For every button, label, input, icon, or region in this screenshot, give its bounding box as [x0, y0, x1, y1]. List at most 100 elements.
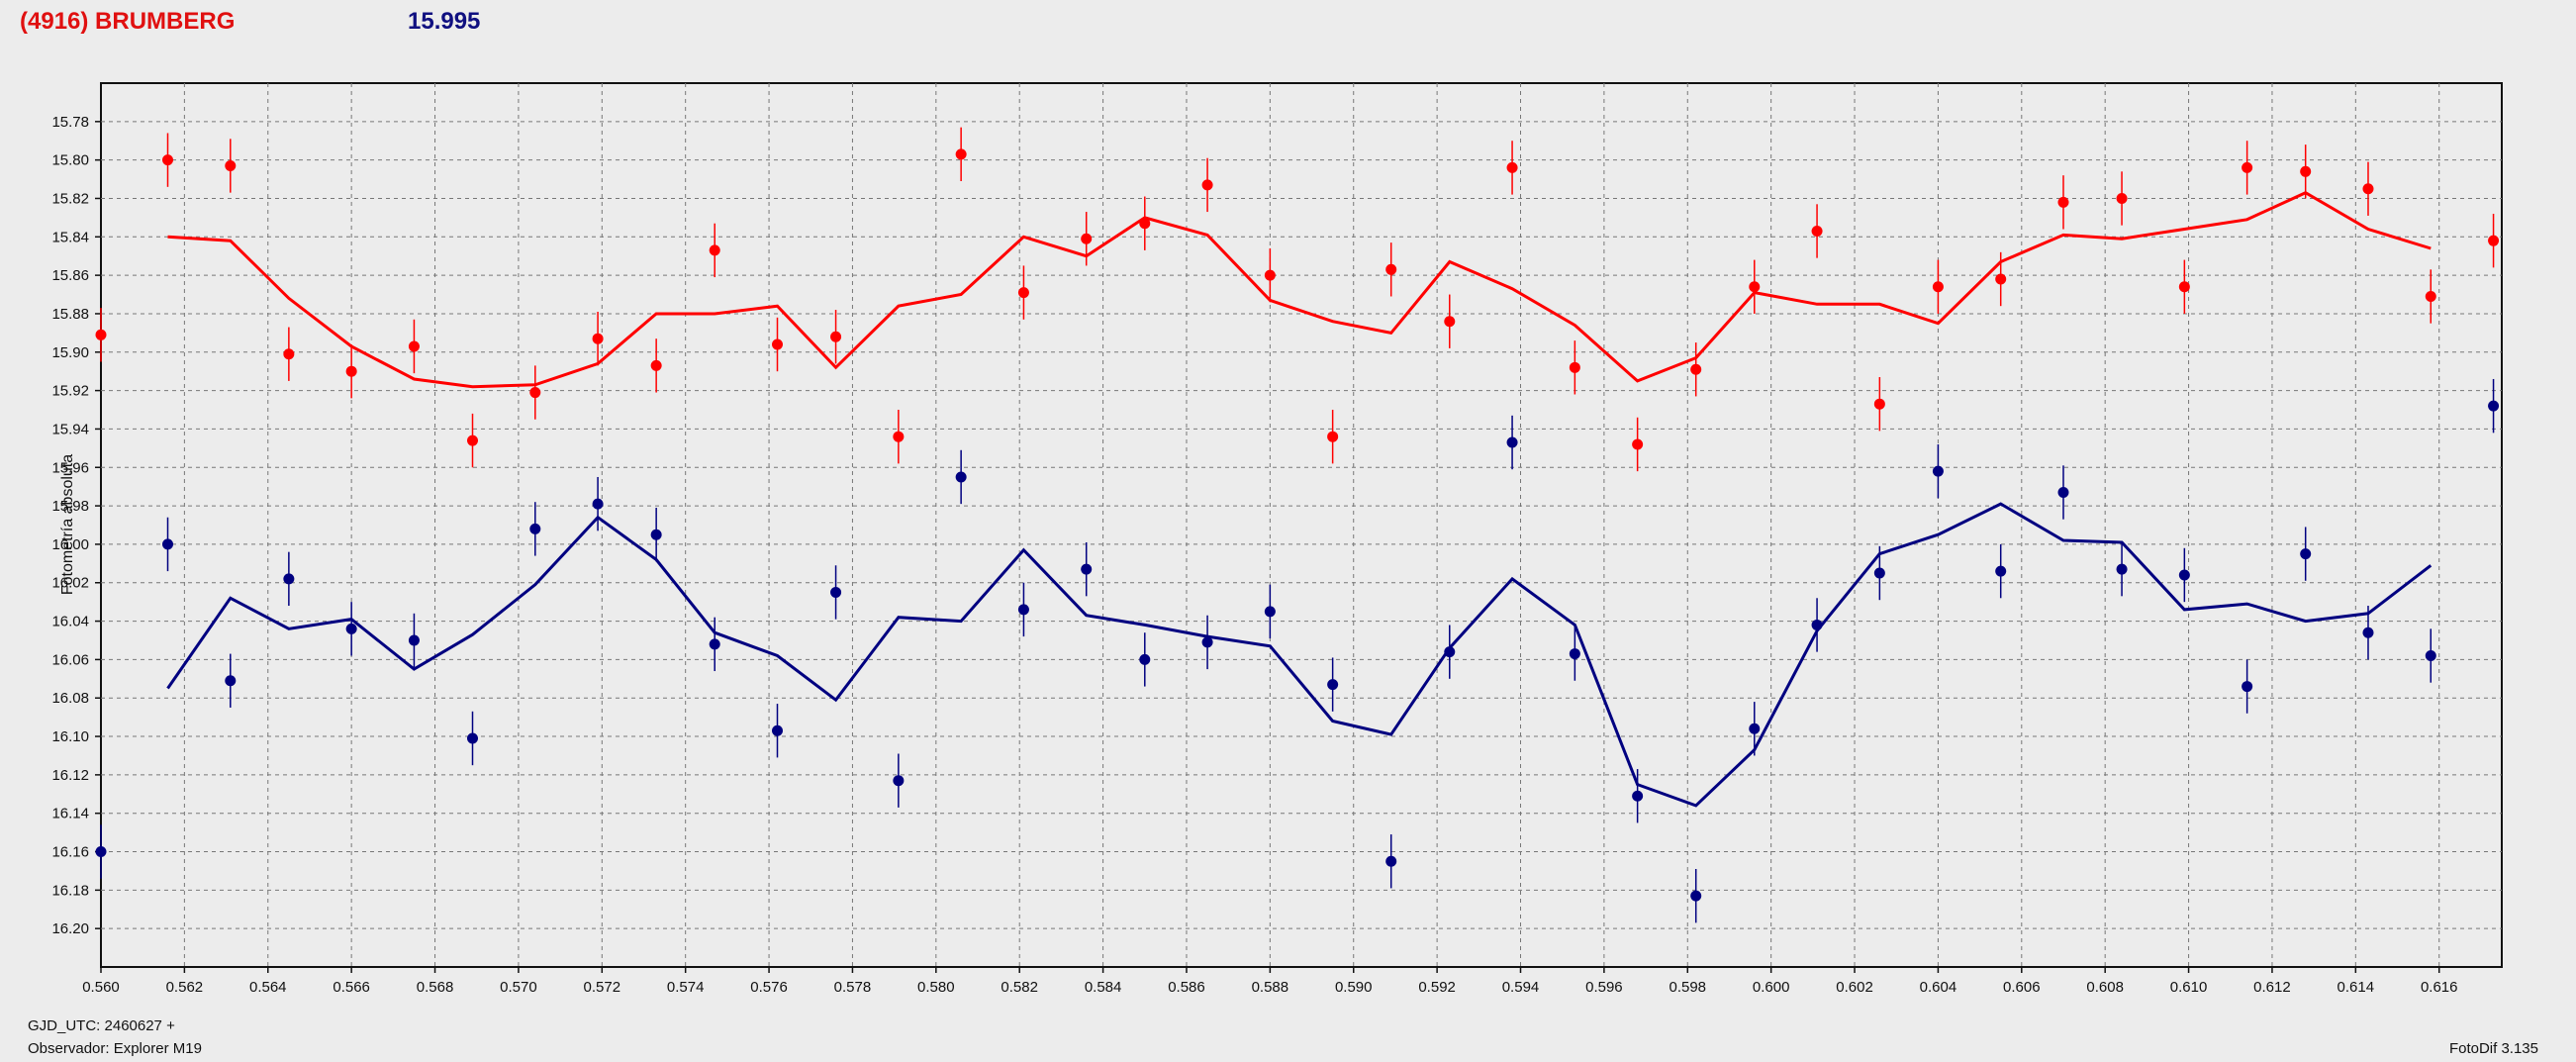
data-point — [955, 148, 967, 160]
data-point — [592, 498, 604, 510]
data-point — [1995, 273, 2007, 285]
data-point — [1569, 648, 1580, 660]
y-tick-label: 16.08 — [51, 690, 89, 707]
data-point — [467, 434, 479, 446]
fit-line — [166, 502, 2433, 808]
data-point — [1690, 890, 1702, 902]
data-point — [2242, 681, 2253, 693]
x-tick-label: 0.562 — [166, 979, 204, 996]
mean-magnitude: 15.995 — [408, 8, 481, 35]
data-point — [1444, 646, 1456, 658]
data-point — [1264, 606, 1276, 618]
data-point — [1932, 281, 1944, 293]
data-point — [1932, 465, 1944, 477]
y-tick-label: 16.18 — [51, 882, 89, 899]
x-tick-label: 0.602 — [1836, 979, 1873, 996]
data-point — [771, 724, 783, 736]
data-point — [1385, 263, 1397, 275]
data-point — [1139, 653, 1151, 665]
data-point — [1201, 179, 1213, 191]
data-point — [650, 359, 662, 371]
data-point — [225, 159, 237, 171]
data-point — [2116, 192, 2128, 204]
grid — [95, 83, 2502, 973]
data-point — [2362, 627, 2374, 638]
x-tick-label: 0.564 — [249, 979, 287, 996]
data-point — [1506, 161, 1518, 173]
x-tick-label: 0.600 — [1753, 979, 1790, 996]
x-tick-label: 0.578 — [834, 979, 872, 996]
data-point — [1873, 567, 1885, 579]
data-point — [2178, 281, 2190, 293]
data-point — [283, 573, 295, 585]
x-tick-label: 0.576 — [750, 979, 788, 996]
y-tick-label: 15.98 — [51, 498, 89, 515]
y-tick-label: 16.14 — [51, 806, 89, 822]
x-tick-label: 0.580 — [917, 979, 955, 996]
data-point — [1811, 619, 1823, 630]
data-point — [830, 586, 842, 598]
y-tick-label: 16.20 — [51, 920, 89, 937]
data-point — [2425, 290, 2436, 302]
data-point — [1017, 287, 1029, 299]
data-point — [1444, 316, 1456, 328]
data-point — [709, 638, 720, 650]
x-tick-label: 0.608 — [2086, 979, 2124, 996]
data-point — [529, 523, 541, 534]
x-tick-label: 0.590 — [1335, 979, 1373, 996]
data-point — [1569, 361, 1580, 373]
y-tick-label: 15.90 — [51, 344, 89, 361]
series-blue — [95, 378, 2500, 923]
data-point — [1632, 790, 1644, 802]
x-tick-label: 0.566 — [333, 979, 370, 996]
y-tick-label: 16.06 — [51, 651, 89, 668]
data-point — [1327, 431, 1339, 442]
data-point — [650, 529, 662, 540]
data-point — [1632, 438, 1644, 450]
data-point — [2300, 548, 2312, 560]
data-point — [1506, 436, 1518, 448]
data-point — [345, 623, 357, 634]
y-tick-label: 16.16 — [51, 844, 89, 861]
x-tick-labels: 0.560 0.562 0.564 0.566 0.568 0.570 0.572 0.574… — [82, 979, 2457, 996]
x-tick-label: 0.592 — [1418, 979, 1456, 996]
software-label: FotoDif 3.135 — [2448, 1040, 2538, 1057]
data-point — [1690, 363, 1702, 375]
data-point — [1811, 225, 1823, 237]
data-point — [529, 387, 541, 399]
plot-area — [100, 82, 2503, 968]
y-tick-label: 15.92 — [51, 383, 89, 400]
data-point — [1139, 218, 1151, 230]
data-point — [2425, 650, 2436, 662]
y-tick-label: 15.94 — [51, 421, 89, 437]
data-point — [709, 244, 720, 256]
data-point — [830, 331, 842, 342]
data-point — [955, 471, 967, 483]
y-tick-label: 15.78 — [51, 114, 89, 131]
y-tick-labels: 15.78 15.80 15.82 15.84 15.86 15.88 15.90 15.92… — [51, 114, 89, 937]
data-point — [1201, 636, 1213, 648]
object-title: (4916) BRUMBERG — [20, 8, 236, 35]
data-point — [2178, 569, 2190, 581]
y-axis-label: Fotometría absoluta — [59, 454, 76, 595]
data-point — [2057, 486, 2069, 498]
data-point — [1749, 723, 1761, 734]
data-point — [162, 538, 174, 550]
x-tick-label: 0.560 — [82, 979, 120, 996]
data-point — [1749, 281, 1761, 293]
x-tick-label: 0.588 — [1252, 979, 1289, 996]
data-point — [1081, 563, 1093, 575]
y-tick-label: 15.96 — [51, 459, 89, 476]
data-point — [95, 329, 107, 340]
y-tick-label: 16.04 — [51, 614, 89, 630]
y-tick-label: 15.82 — [51, 190, 89, 207]
x-tick-label: 0.598 — [1669, 979, 1706, 996]
y-tick-label: 15.88 — [51, 306, 89, 323]
data-point — [1327, 679, 1339, 691]
series-red — [95, 127, 2500, 472]
x-tick-label: 0.582 — [1001, 979, 1038, 996]
x-tick-label: 0.610 — [2170, 979, 2208, 996]
y-tick-label: 16.10 — [51, 728, 89, 745]
data-point — [1017, 604, 1029, 616]
jd-label: GJD_UTC: 2460627 + — [28, 1017, 175, 1034]
